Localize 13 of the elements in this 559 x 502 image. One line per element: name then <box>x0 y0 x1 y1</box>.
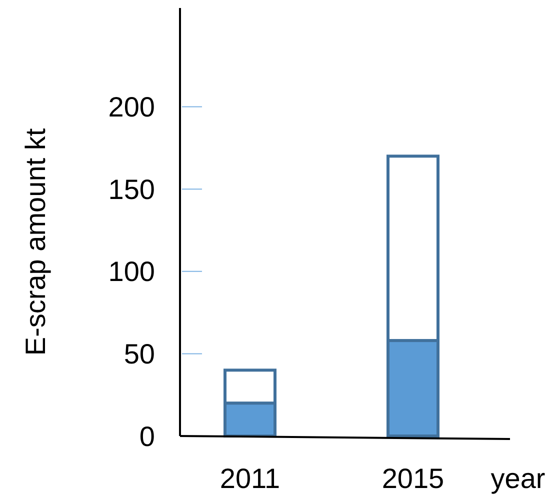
y-tick-label: 150 <box>108 174 155 205</box>
axis-tick: 50 <box>124 338 202 370</box>
y-tick-label: 100 <box>108 256 155 288</box>
x-axis-title: year <box>490 463 546 494</box>
axis-tick: 100 <box>108 256 202 288</box>
axis-tick: 150 <box>108 174 202 205</box>
x-tick-label: 2015 <box>382 463 444 494</box>
y-tick-label: 50 <box>124 338 155 370</box>
x-tick-label: 2011 <box>220 463 280 494</box>
y-axis-title: E-scrap amount kt <box>20 128 51 356</box>
axis-tick: 200 <box>108 92 202 123</box>
y-tick-label: 200 <box>108 92 155 123</box>
axis-tick: 0 <box>139 420 155 452</box>
